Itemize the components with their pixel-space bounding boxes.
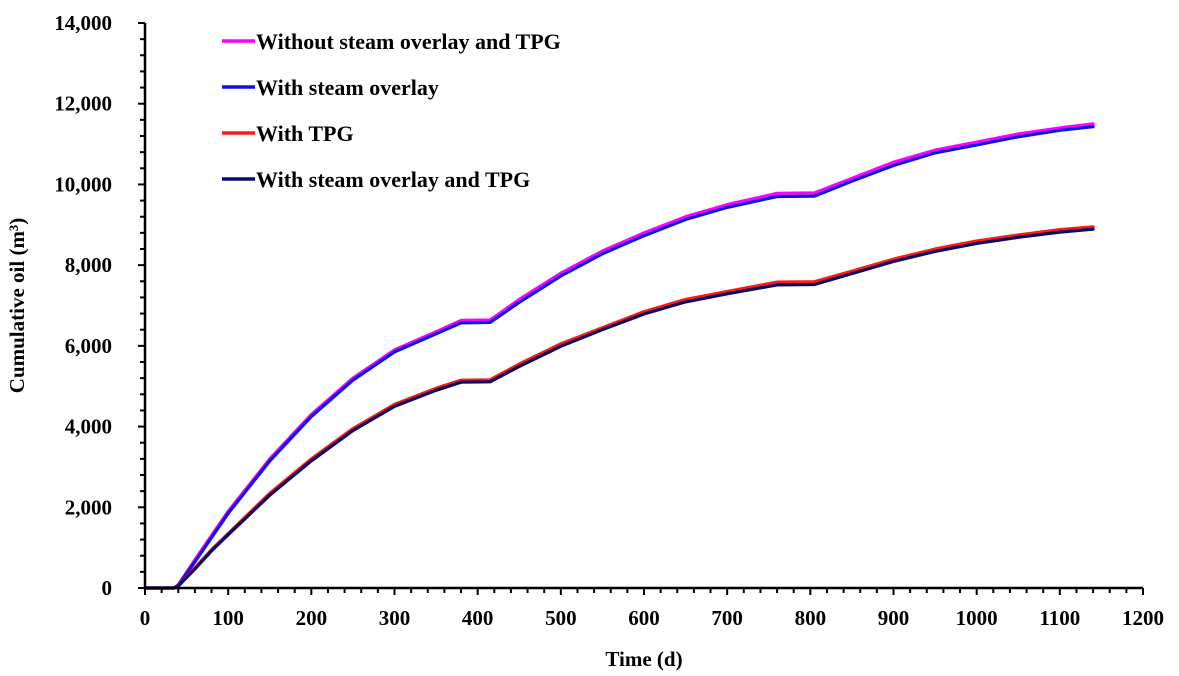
x-tick-label: 900	[878, 606, 910, 630]
x-tick-label: 1100	[1039, 606, 1080, 630]
legend-label-2: With steam overlay	[256, 75, 439, 100]
legend-label-1: Without steam overlay and TPG	[256, 29, 561, 54]
y-tick-label: 10,000	[54, 172, 112, 196]
x-tick-label: 200	[296, 606, 328, 630]
y-tick-label: 12,000	[54, 92, 112, 116]
y-tick-label: 8,000	[65, 253, 112, 277]
ticks	[138, 22, 1144, 595]
series-layer	[143, 122, 1095, 590]
y-tick-label: 6,000	[65, 334, 112, 358]
axes	[143, 23, 1143, 590]
y-tick-label: 0	[102, 576, 113, 600]
legend-label-4: With steam overlay and TPG	[256, 167, 530, 192]
x-tick-label: 600	[628, 606, 660, 630]
x-tick-label: 400	[462, 606, 494, 630]
legend: Without steam overlay and TPG With steam …	[222, 29, 561, 192]
x-tick-label: 1200	[1122, 606, 1164, 630]
x-axis-title: Time (d)	[605, 647, 682, 671]
x-tick-label: 800	[795, 606, 827, 630]
y-tick-label: 14,000	[54, 11, 112, 35]
y-tick-label: 4,000	[65, 415, 112, 439]
series-line-3	[143, 225, 1095, 590]
x-tick-label: 0	[140, 606, 151, 630]
x-tick-label: 100	[212, 606, 244, 630]
series-line-4	[143, 227, 1095, 590]
series-line-1	[143, 122, 1095, 590]
x-tick-label: 1000	[956, 606, 998, 630]
tick-labels: 0 100 200 300 400 500 600 700 800 900 1000 1100 1200…	[54, 11, 1164, 630]
y-axis-title: Cumulative oil (m³)	[5, 218, 29, 393]
series-line-2	[143, 125, 1095, 590]
x-tick-label: 700	[711, 606, 743, 630]
x-tick-label: 300	[379, 606, 411, 630]
x-tick-label: 500	[545, 606, 577, 630]
y-tick-label: 2,000	[65, 495, 112, 519]
legend-label-3: With TPG	[256, 121, 354, 146]
